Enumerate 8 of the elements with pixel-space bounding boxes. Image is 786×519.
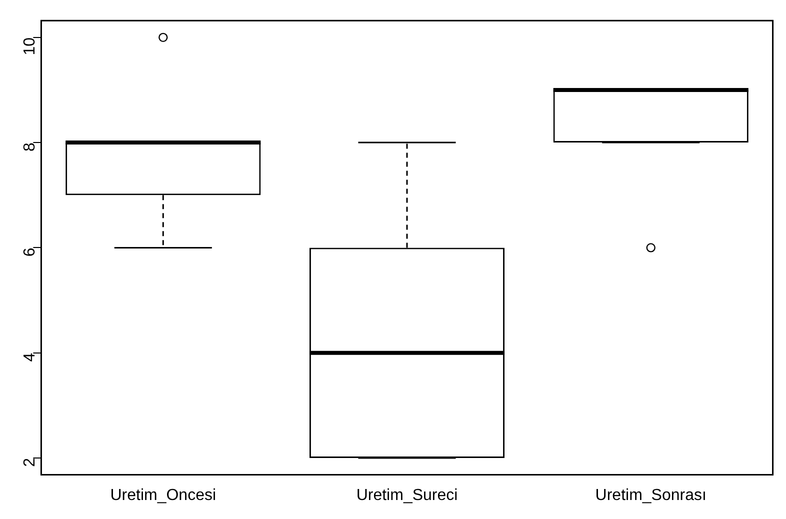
x-tick-label: Uretim_Sureci xyxy=(356,486,458,504)
y-tick-label: 2 xyxy=(22,458,39,467)
y-tick-label: 6 xyxy=(22,248,39,257)
x-tick-label: Uretim_Oncesi xyxy=(110,486,216,504)
x-tick-label: Uretim_Sonrası xyxy=(595,486,706,504)
y-tick-label: 8 xyxy=(22,142,39,152)
y-tick-label: 4 xyxy=(22,352,39,362)
y-tick-label: 10 xyxy=(22,37,39,56)
